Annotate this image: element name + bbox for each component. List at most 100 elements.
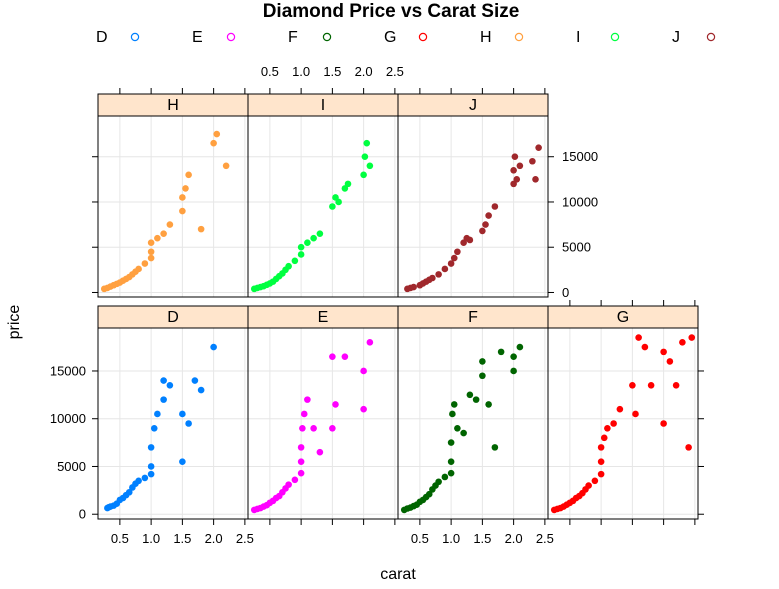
data-point-d (147, 463, 155, 470)
data-point-i (291, 257, 299, 265)
data-point-j (516, 162, 524, 170)
data-point-i (363, 139, 371, 147)
data-point-d (160, 377, 167, 384)
data-point-i (310, 234, 317, 242)
data-point-f (425, 490, 433, 498)
data-point-d (125, 488, 133, 496)
data-point-g (647, 382, 655, 389)
legend-marker-i (610, 32, 620, 42)
data-point-f (447, 469, 455, 477)
data-point-f (435, 478, 442, 486)
data-point-e (304, 396, 311, 403)
data-point-i (304, 239, 311, 246)
panel-frame-h (97, 115, 249, 298)
y-tick-label-right: 0 (562, 285, 569, 300)
data-point-e (285, 481, 292, 488)
legend-marker-g (418, 32, 428, 42)
data-point-j (485, 212, 492, 219)
y-tick-label-left: 15000 (50, 363, 86, 378)
data-point-e (360, 367, 367, 375)
data-point-h (179, 207, 186, 215)
data-point-d (147, 444, 155, 451)
legend-marker-f (322, 32, 332, 42)
data-point-g (660, 348, 667, 356)
data-point-j (482, 221, 489, 228)
data-point-g (685, 444, 692, 451)
data-point-g (629, 382, 636, 389)
data-point-h (182, 185, 189, 192)
data-point-e (341, 353, 349, 360)
data-point-g (597, 444, 605, 451)
strip-label-g: G (617, 309, 629, 326)
axes: 0.5 1.0 1.5 2.0 2.5 0.5 1.0 1.5 2.0 2.5 0.5 1.0 1.5 2… (50, 64, 704, 546)
x-tick-label-top: 2.5 (386, 64, 404, 79)
data-point-f (485, 401, 492, 408)
data-point-i (316, 230, 324, 237)
data-point-j (441, 265, 449, 273)
x-tick-label-top: 0.5 (261, 64, 279, 79)
data-point-j (529, 157, 536, 165)
x-tick-label: 2.0 (205, 531, 223, 546)
strip-label-d: D (167, 309, 179, 326)
legend-label-j: J (672, 29, 680, 46)
data-point-g (666, 358, 674, 365)
data-point-e (297, 469, 305, 477)
data-point-e (297, 458, 305, 466)
data-point-j (450, 254, 458, 262)
data-point-j (454, 248, 461, 256)
x-tick-label: 2.5 (536, 531, 554, 546)
data-point-h (185, 171, 192, 179)
y-tick-label-right: 5000 (562, 240, 591, 255)
strip-label-i: I (321, 97, 325, 114)
data-point-f (447, 458, 455, 466)
data-point-g (616, 405, 624, 413)
data-point-g (610, 420, 617, 427)
strip-label-e: E (318, 309, 329, 326)
data-point-e (291, 476, 299, 484)
y-tick-label-right: 15000 (562, 149, 598, 164)
data-point-j (491, 203, 499, 210)
data-point-d (141, 474, 149, 482)
data-point-h (135, 265, 142, 273)
data-point-g (632, 410, 639, 418)
data-point-j (535, 144, 542, 151)
data-point-f (454, 424, 461, 432)
data-point-e (329, 353, 336, 360)
data-point-h (179, 194, 186, 201)
data-point-d (179, 410, 186, 418)
data-point-d (135, 477, 142, 485)
data-point-h (154, 234, 161, 242)
panel-frame-g (547, 327, 699, 520)
data-point-g (597, 458, 605, 466)
data-point-j (466, 236, 474, 244)
y-axis-label: price (6, 305, 23, 340)
data-point-j (479, 227, 486, 235)
data-point-j (511, 153, 519, 161)
data-point-h (210, 139, 217, 147)
data-point-f (510, 353, 517, 360)
y-tick-label-left: 5000 (57, 459, 86, 474)
legend-label-f: F (288, 29, 298, 46)
data-point-i (360, 171, 367, 179)
data-point-i (344, 180, 352, 188)
legend-label-h: H (480, 29, 492, 46)
panel-d: D (97, 305, 249, 520)
legend-label-g: G (384, 29, 396, 46)
legend-label-d: D (96, 29, 108, 46)
y-tick-label-right: 10000 (562, 194, 598, 209)
data-point-j (410, 283, 417, 291)
legend-marker-e (226, 32, 236, 42)
panel-frame-d (97, 327, 249, 520)
data-point-g (597, 470, 605, 478)
x-tick-label: 1.0 (442, 531, 460, 546)
data-point-h (147, 239, 155, 246)
data-point-f (450, 401, 458, 408)
legend-marker-d (130, 32, 140, 42)
data-point-j (447, 260, 455, 267)
data-point-d (179, 458, 186, 466)
data-point-e (332, 401, 339, 408)
data-point-h (147, 248, 155, 256)
data-point-i (297, 243, 305, 251)
panel-frame-i (247, 115, 399, 298)
